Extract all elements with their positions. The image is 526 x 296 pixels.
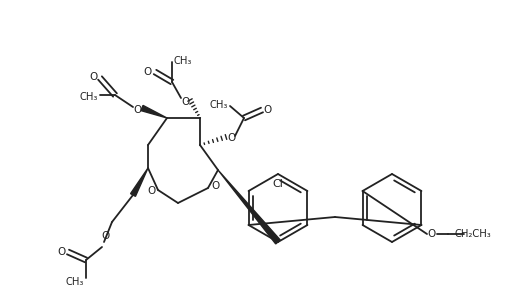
Text: O: O xyxy=(428,229,436,239)
Text: O: O xyxy=(181,97,189,107)
Text: O: O xyxy=(133,105,141,115)
Text: O: O xyxy=(102,231,110,241)
Polygon shape xyxy=(141,105,167,118)
Text: O: O xyxy=(147,186,155,196)
Text: CH₃: CH₃ xyxy=(80,92,98,102)
Text: O: O xyxy=(227,133,235,143)
Text: CH₃: CH₃ xyxy=(174,56,192,66)
Polygon shape xyxy=(130,168,148,196)
Text: O: O xyxy=(144,67,152,77)
Text: O: O xyxy=(58,247,66,257)
Text: CH₃: CH₃ xyxy=(210,100,228,110)
Text: Cl: Cl xyxy=(272,179,284,189)
Text: CH₂CH₃: CH₂CH₃ xyxy=(454,229,491,239)
Text: O: O xyxy=(264,105,272,115)
Text: O: O xyxy=(212,181,220,191)
Polygon shape xyxy=(218,170,280,244)
Text: CH₃: CH₃ xyxy=(66,277,84,287)
Text: O: O xyxy=(90,72,98,82)
